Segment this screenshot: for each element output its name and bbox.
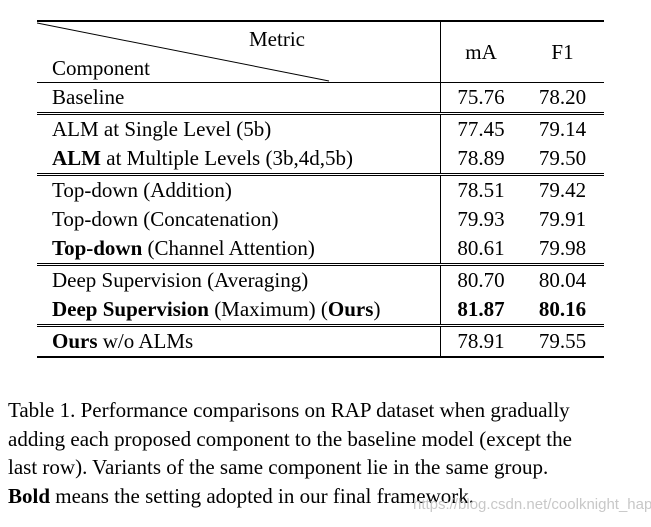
ma-cell: 77.45: [440, 112, 521, 144]
caption-line: Bold means the setting adopted in our fi…: [8, 482, 640, 511]
ma-cell: 78.89: [440, 144, 521, 175]
component-cell: ALM at Single Level (5b): [37, 112, 441, 144]
table-header-row: Metric Component mA F1: [37, 20, 604, 83]
component-text: at Multiple Levels (3b,4d,5b): [101, 146, 353, 170]
ma-cell: 78.51: [440, 173, 521, 205]
ma-cell: 80.70: [440, 263, 521, 295]
diagonal-header-cell: Metric Component: [37, 20, 441, 83]
table-row: Top-down (Addition) 78.51 79.42: [37, 173, 604, 205]
ma-cell: 78.91: [440, 324, 521, 358]
component-text: (Maximum) (: [208, 297, 328, 321]
component-text: (Channel Attention): [142, 236, 315, 260]
table-row: ALM at Single Level (5b) 77.45 79.14: [37, 112, 604, 144]
caption-line: adding each proposed component to the ba…: [8, 426, 572, 451]
component-text: ALM at Single Level (5b): [52, 117, 272, 141]
f1-cell: 79.14: [521, 112, 604, 144]
table-row: ALM at Multiple Levels (3b,4d,5b) 78.89 …: [37, 144, 604, 175]
component-cell: Top-down (Channel Attention): [37, 234, 441, 265]
component-text: Deep Supervision (Averaging): [52, 268, 309, 292]
component-cell: Top-down (Concatenation): [37, 205, 441, 234]
component-label: Component: [52, 56, 150, 80]
table-row: Ours w/o ALMs 78.91 79.55: [37, 324, 604, 358]
f1-cell: 80.04: [521, 263, 604, 295]
caption-bold-word: Bold: [8, 483, 51, 508]
caption-line: Table 1. Performance comparisons on RAP …: [8, 398, 570, 422]
component-bold: ALM: [52, 146, 101, 170]
component-cell: Baseline: [37, 83, 441, 114]
results-table: Metric Component mA F1 Baseline 75.76 78…: [37, 20, 604, 358]
table-row: Deep Supervision (Averaging) 80.70 80.04: [37, 263, 604, 295]
f1-cell: 78.20: [538, 85, 587, 109]
f1-cell: 79.91: [538, 207, 587, 231]
component-bold: Top-down: [52, 236, 143, 260]
diagonal-line: [37, 22, 330, 82]
ma-cell-best: 81.87: [440, 295, 521, 326]
metric-label: Metric: [249, 27, 305, 51]
f1-cell: 79.50: [538, 146, 587, 170]
component-text: Top-down (Concatenation): [52, 207, 279, 231]
component-bold: Ours: [52, 329, 98, 353]
table-row: Top-down (Channel Attention) 80.61 79.98: [37, 234, 604, 265]
component-cell: Ours w/o ALMs: [37, 324, 441, 358]
caption-line: last row). Variants of the same componen…: [8, 455, 549, 479]
component-cell: Deep Supervision (Maximum) (Ours): [37, 295, 441, 326]
component-cell: ALM at Multiple Levels (3b,4d,5b): [37, 144, 441, 175]
component-cell: Top-down (Addition): [37, 173, 441, 205]
component-text-end: ): [373, 297, 381, 321]
f1-cell: 79.98: [538, 236, 587, 260]
f1-cell: 79.55: [521, 324, 604, 358]
component-text: w/o ALMs: [97, 329, 194, 353]
table-row: Top-down (Concatenation) 79.93 79.91: [37, 205, 604, 234]
f1-cell: 79.42: [521, 173, 604, 205]
component-text: Top-down (Addition): [52, 178, 232, 202]
ma-cell: 80.61: [440, 234, 521, 265]
table-row: Baseline 75.76 78.20: [37, 82, 604, 114]
table-caption: Table 1. Performance comparisons on RAP …: [8, 396, 640, 510]
col-header-f1: F1: [521, 20, 604, 83]
ma-cell: 79.93: [440, 205, 521, 234]
caption-text: means the setting adopted in our final f…: [50, 483, 474, 508]
table-row: Deep Supervision (Maximum) (Ours) 81.87 …: [37, 295, 604, 326]
col-header-ma: mA: [440, 20, 521, 83]
component-text: Baseline: [52, 85, 125, 109]
watermark: https://blog.csdn.net/coolknight_happy: [413, 496, 651, 513]
ma-cell: 75.76: [440, 82, 521, 114]
component-bold: Deep Supervision: [52, 297, 209, 321]
component-bold-ours: Ours: [327, 297, 374, 321]
f1-cell-best: 80.16: [538, 297, 587, 321]
component-cell: Deep Supervision (Averaging): [37, 263, 441, 295]
